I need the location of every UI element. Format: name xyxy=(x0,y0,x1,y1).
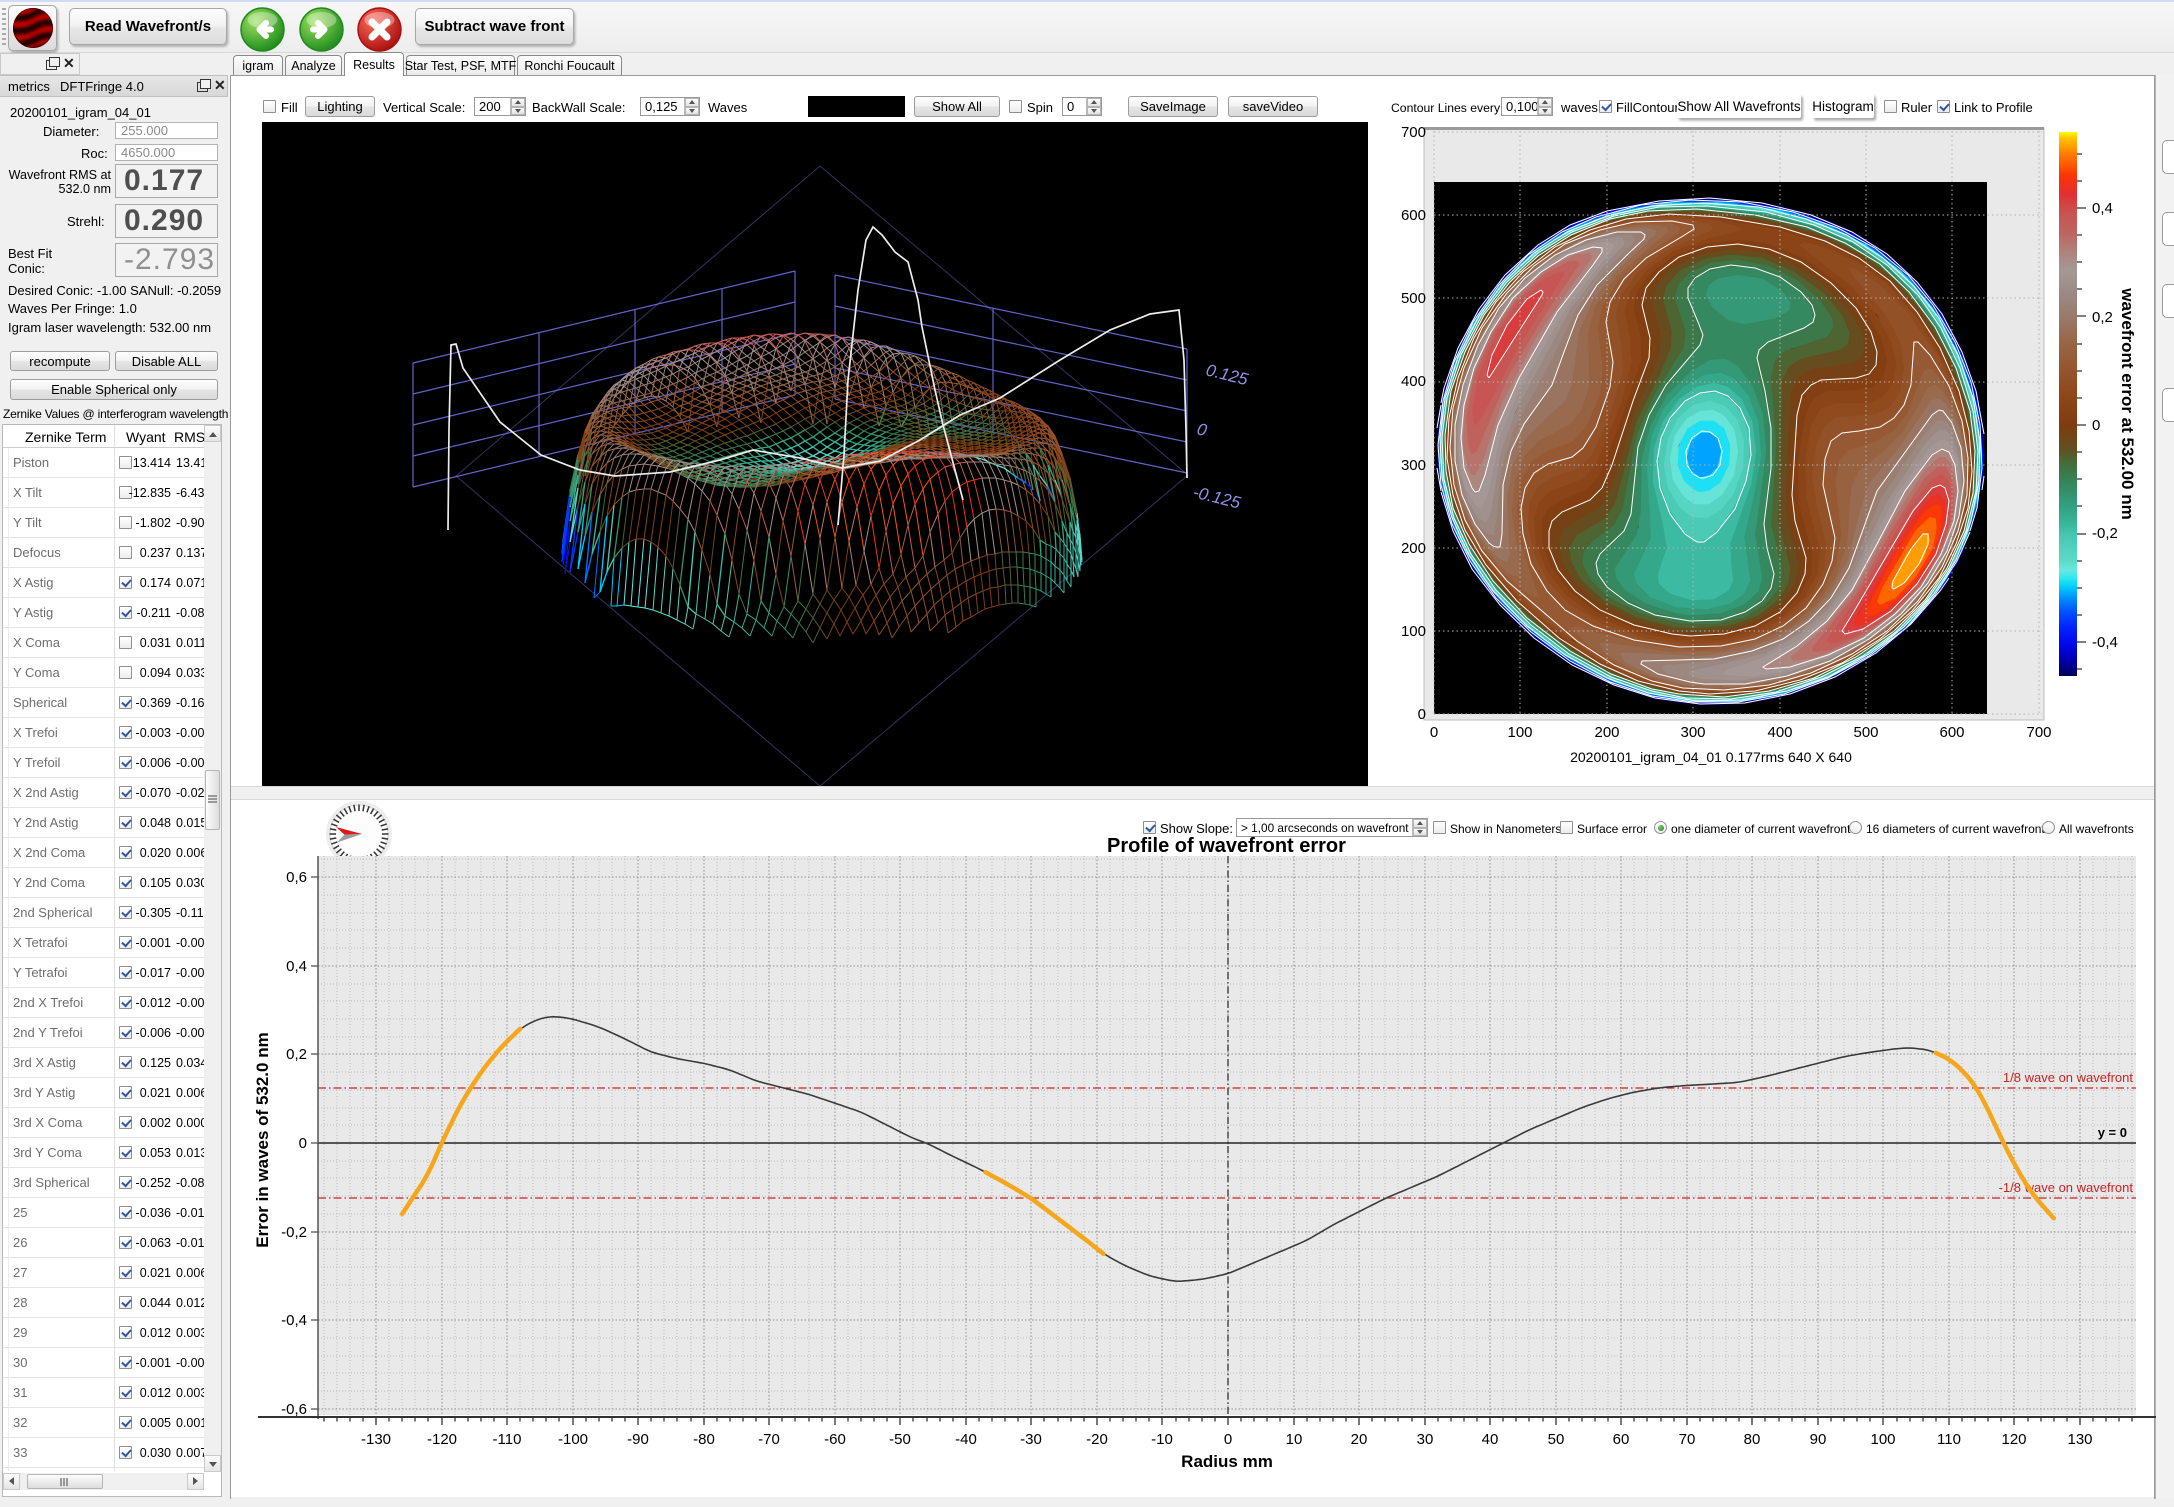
svg-text:-60: -60 xyxy=(824,1431,846,1448)
svg-text:-50: -50 xyxy=(889,1431,911,1448)
svg-text:120: 120 xyxy=(2001,1431,2026,1448)
svg-text:400: 400 xyxy=(1767,724,1792,741)
svg-text:-80: -80 xyxy=(693,1431,715,1448)
svg-text:100: 100 xyxy=(1507,724,1532,741)
svg-text:500: 500 xyxy=(1401,290,1426,307)
svg-text:0: 0 xyxy=(1430,724,1438,741)
svg-text:0,2: 0,2 xyxy=(2092,309,2113,326)
svg-text:200: 200 xyxy=(1401,540,1426,557)
svg-text:600: 600 xyxy=(1939,724,1964,741)
svg-text:0: 0 xyxy=(1418,706,1426,723)
svg-text:300: 300 xyxy=(1401,457,1426,474)
svg-text:0: 0 xyxy=(299,1135,307,1152)
svg-text:0,4: 0,4 xyxy=(286,958,307,975)
svg-text:50: 50 xyxy=(1548,1431,1565,1448)
svg-text:y = 0: y = 0 xyxy=(2098,1125,2127,1140)
svg-text:0,2: 0,2 xyxy=(286,1046,307,1063)
svg-text:-90: -90 xyxy=(627,1431,649,1448)
svg-text:0,4: 0,4 xyxy=(2092,200,2113,217)
svg-text:-1/8 wave on wavefront: -1/8 wave on wavefront xyxy=(1999,1180,2134,1195)
svg-text:-0,4: -0,4 xyxy=(2092,634,2118,651)
svg-text:0: 0 xyxy=(1224,1431,1232,1448)
svg-text:40: 40 xyxy=(1482,1431,1499,1448)
svg-text:-100: -100 xyxy=(558,1431,588,1448)
svg-text:30: 30 xyxy=(1417,1431,1434,1448)
svg-text:0: 0 xyxy=(2092,417,2100,434)
svg-text:-20: -20 xyxy=(1086,1431,1108,1448)
svg-text:-110: -110 xyxy=(493,1431,522,1448)
svg-text:-0,2: -0,2 xyxy=(281,1224,307,1241)
svg-text:60: 60 xyxy=(1613,1431,1630,1448)
svg-text:-120: -120 xyxy=(427,1431,457,1448)
svg-text:90: 90 xyxy=(1810,1431,1827,1448)
svg-text:100: 100 xyxy=(1870,1431,1895,1448)
svg-text:Error in waves of 532.0 nm: Error in waves of 532.0 nm xyxy=(253,1032,272,1247)
svg-text:70: 70 xyxy=(1679,1431,1696,1448)
svg-text:-70: -70 xyxy=(758,1431,780,1448)
svg-text:10: 10 xyxy=(1286,1431,1303,1448)
svg-text:400: 400 xyxy=(1401,373,1426,390)
svg-text:300: 300 xyxy=(1680,724,1705,741)
svg-text:200: 200 xyxy=(1594,724,1619,741)
svg-text:-40: -40 xyxy=(955,1431,977,1448)
svg-text:130: 130 xyxy=(2067,1431,2092,1448)
svg-text:600: 600 xyxy=(1401,207,1426,224)
svg-text:500: 500 xyxy=(1853,724,1878,741)
svg-text:1/8 wave on wavefront: 1/8 wave on wavefront xyxy=(2003,1070,2133,1085)
svg-text:wavefront error at 532.00 nm: wavefront error at 532.00 nm xyxy=(2118,287,2137,519)
svg-text:100: 100 xyxy=(1401,623,1426,640)
svg-text:80: 80 xyxy=(1744,1431,1761,1448)
svg-text:-10: -10 xyxy=(1151,1431,1173,1448)
svg-text:110: 110 xyxy=(1937,1431,1961,1448)
svg-text:700: 700 xyxy=(2026,724,2051,741)
svg-text:20: 20 xyxy=(1351,1431,1368,1448)
svg-text:-0,2: -0,2 xyxy=(2092,525,2118,542)
svg-text:0,6: 0,6 xyxy=(286,869,307,886)
svg-text:-0,4: -0,4 xyxy=(281,1312,307,1329)
svg-text:Radius mm: Radius mm xyxy=(1181,1452,1273,1471)
svg-text:700: 700 xyxy=(1401,124,1426,141)
svg-text:-0,6: -0,6 xyxy=(281,1401,307,1418)
svg-text:-30: -30 xyxy=(1020,1431,1042,1448)
svg-text:-130: -130 xyxy=(361,1431,391,1448)
svg-text:20200101_igram_04_01 0.177rms: 20200101_igram_04_01 0.177rms 640 X 640 xyxy=(1570,749,1852,765)
